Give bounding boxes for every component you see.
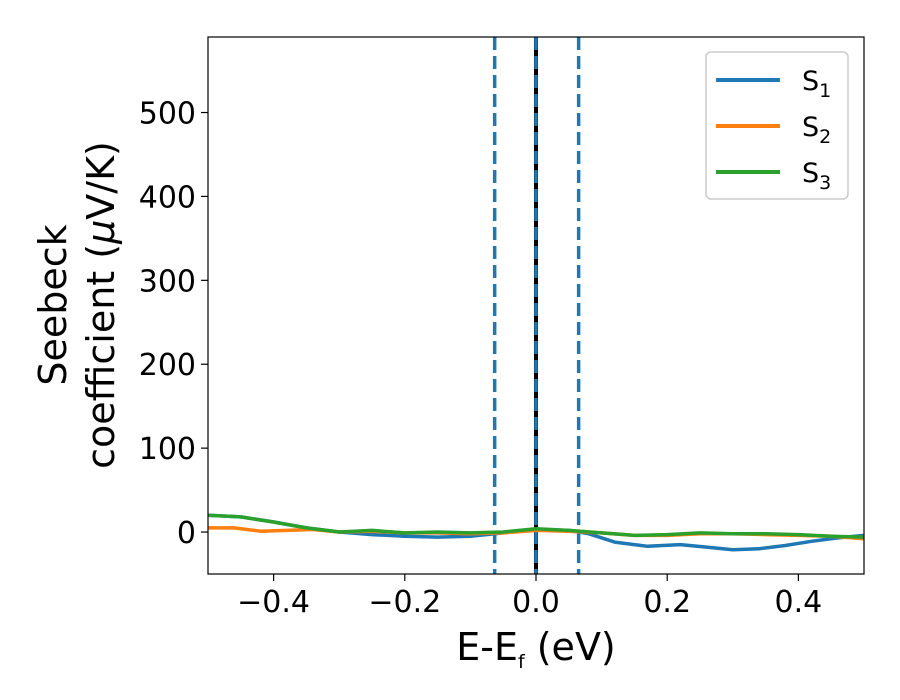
legend-label-s1: S1 [802, 66, 831, 102]
y-axis-ticks: 0 100 200 300 400 500 [139, 97, 208, 551]
x-tick-label: 0.0 [512, 585, 560, 620]
y-tick-label: 100 [139, 432, 196, 467]
y-axis-label-line1: Seebeck [31, 224, 75, 385]
y-tick-label: 400 [139, 180, 196, 215]
legend-items: S1 S2 S3 [716, 66, 831, 194]
series-line-s3 [208, 513, 864, 539]
legend-label-s2: S2 [802, 112, 831, 148]
reference-lines [492, 37, 581, 574]
x-tick-label: −0.2 [368, 585, 441, 620]
y-tick-label: 0 [177, 516, 196, 551]
x-tick-label: −0.4 [237, 585, 310, 620]
x-axis-label: E-Ef (eV) [456, 625, 616, 673]
y-tick-label: 200 [139, 348, 196, 383]
series-lines [208, 513, 864, 552]
y-tick-label: 300 [139, 264, 196, 299]
y-axis-label-line2: coefficient (μV/K) [79, 141, 123, 469]
y-axis-label: Seebeck coefficient (μV/K) [31, 141, 123, 469]
x-axis-ticks: −0.4 −0.2 0.0 0.2 0.4 [237, 574, 822, 620]
x-tick-label: 0.4 [775, 585, 823, 620]
legend: S1 S2 S3 [705, 51, 849, 200]
y-tick-label: 500 [139, 97, 196, 132]
x-tick-label: 0.2 [643, 585, 691, 620]
legend-label-s3: S3 [802, 158, 831, 194]
